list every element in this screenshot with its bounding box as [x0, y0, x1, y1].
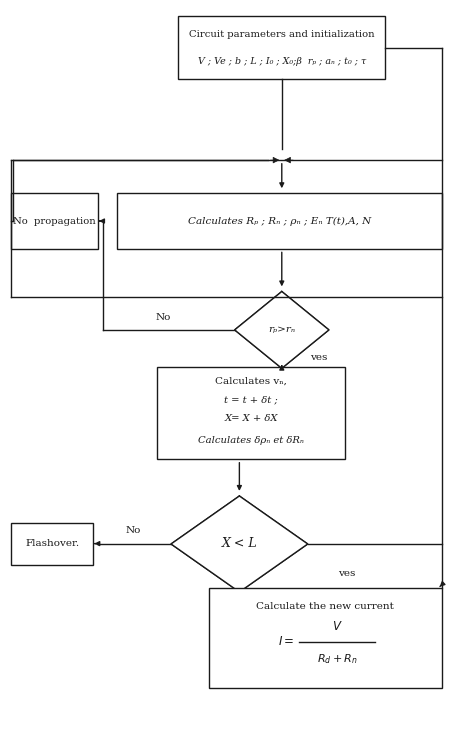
Text: ves: ves — [310, 353, 328, 362]
Polygon shape — [235, 291, 329, 368]
Bar — [11, 522, 93, 565]
Text: rₚ>rₙ: rₚ>rₙ — [268, 325, 295, 334]
Bar — [209, 588, 442, 688]
Bar — [178, 16, 385, 79]
Bar — [157, 367, 346, 459]
Text: X= X + δX: X= X + δX — [224, 414, 278, 423]
Text: No: No — [155, 313, 171, 322]
Text: Circuit parameters and initialization: Circuit parameters and initialization — [189, 30, 374, 39]
Text: t = t + δt ;: t = t + δt ; — [224, 396, 278, 405]
Polygon shape — [171, 496, 308, 592]
Text: Calculates δρₙ et δRₙ: Calculates δρₙ et δRₙ — [198, 436, 304, 445]
Text: X < L: X < L — [221, 537, 257, 551]
Text: ves: ves — [338, 569, 356, 578]
Bar — [11, 193, 98, 249]
Text: V ; Ve ; b ; L ; I₀ ; X₀;β  rₚ ; aₙ ; t₀ ; τ: V ; Ve ; b ; L ; I₀ ; X₀;β rₚ ; aₙ ; t₀ … — [198, 57, 366, 66]
Text: Flashover.: Flashover. — [25, 539, 79, 548]
Bar — [117, 193, 442, 249]
Text: $R_d + R_n$: $R_d + R_n$ — [317, 653, 357, 666]
Text: Calculates Rₚ ; Rₙ ; ρₙ ; Eₙ T(t),A, N: Calculates Rₚ ; Rₙ ; ρₙ ; Eₙ T(t),A, N — [188, 216, 371, 225]
Text: Calculate the new current: Calculate the new current — [256, 602, 394, 611]
Text: $I =$: $I =$ — [278, 635, 295, 648]
Text: Calculates vₙ,: Calculates vₙ, — [215, 377, 287, 386]
Text: No  propagation: No propagation — [13, 216, 96, 225]
Text: No: No — [125, 526, 140, 535]
Text: $V$: $V$ — [332, 620, 343, 634]
